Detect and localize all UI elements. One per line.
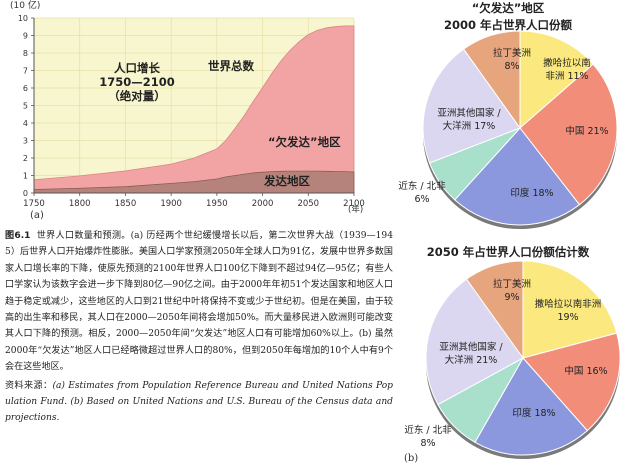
x-tick-label: 2050 (297, 199, 319, 209)
x-tick-label: 1850 (115, 199, 137, 209)
pie-slice (519, 30, 594, 130)
caption-source: 资料来源：(a) Estimates from Population Refer… (5, 378, 393, 427)
pie-slice-label: 近东 / 北非 (398, 180, 446, 192)
pie-slice-label: 印度 18% (512, 407, 555, 419)
pie-slice-label: 8% (420, 438, 435, 449)
y-tick-label: 4 (23, 119, 28, 128)
developed-label: 发达地区 (263, 174, 310, 188)
y-axis-label: (10 亿) (10, 0, 40, 11)
y-tick-label: 10 (18, 14, 28, 23)
less-developed-area (33, 25, 355, 194)
world-total-label: 世界总数 (208, 59, 254, 73)
pie-2050-title: 2050 年占世界人口份额估计数 (427, 245, 590, 259)
pie-2000 (422, 30, 618, 230)
y-tick-label: 8 (23, 49, 28, 58)
pie-slice-label: 拉丁美洲 (493, 47, 531, 59)
pie-2000-title: 2000 年占世界人口份额 (444, 18, 573, 32)
pie-slice-label: 撒哈拉以南 (543, 57, 591, 69)
pie-slice (474, 357, 589, 456)
pie-2000-subtitle: “欠发达”地区 (472, 1, 545, 15)
less-developed-label: “欠发达”地区 (268, 135, 341, 149)
pie-slice-label: 9% (504, 292, 519, 303)
y-tick-label: 7 (23, 67, 28, 76)
figure-number: 图6.1 (5, 231, 31, 241)
area-chart: 0 1 2 3 4 5 6 7 8 9 10 1750 1800 1850 1900 1950 2000 2050… (10, 0, 365, 221)
y-tick-label: 6 (23, 84, 28, 93)
panel-b-label: (b) (404, 453, 419, 464)
x-tick-label: 1950 (206, 199, 228, 209)
pie-slice-label: 非洲 11% (545, 70, 588, 82)
y-tick-label: 2 (23, 154, 28, 163)
pie-slice-label: 拉丁美洲 (493, 278, 531, 290)
caption-body: 世界人口数量和预测。(a) 历经两个世纪缓慢增长以后，第二次世界大战（1939—… (5, 231, 393, 373)
growth-range: 1750—2100 (99, 75, 175, 89)
y-tick-label: 3 (23, 137, 28, 146)
pie-slice-label: 撒哈拉以南非洲 (535, 298, 602, 310)
pie-slice (519, 63, 618, 206)
pie-slice (522, 260, 618, 359)
pie-slice (522, 332, 621, 432)
x-axis-label: (年) (348, 204, 363, 215)
pie-slice (454, 127, 581, 226)
figure-caption: 图6.1 世界人口数量和预测。(a) 历经两个世纪缓慢增长以后，第二次世界大战（1… (5, 228, 393, 427)
pie-2050-labels: 撒哈拉以南非洲 19% 中国 16% 印度 18% 近东 / 北非 8% 亚洲其他国家 /大… (404, 278, 607, 449)
pie-slice-label: 亚洲其他国家 / (437, 107, 501, 119)
pie-slice-label: 中国 21% (565, 125, 608, 137)
pie-2050 (425, 260, 621, 460)
pie-slice-label: 19% (557, 312, 578, 323)
pie-2000-labels: 撒哈拉以南非洲 11% 中国 21% 印度 18% 近东 / 北非 6% 亚洲其他国家 /… (398, 47, 608, 205)
pie-slice-label: 大洋洲 21% (445, 354, 498, 366)
axis-ticks: 0 1 2 3 4 5 6 7 8 9 10 1750 1800 1850 1900 1950 2000 2050… (18, 14, 365, 209)
growth-title: 人口增长 (114, 61, 160, 75)
pie-slice (462, 30, 521, 130)
x-tick-label: 2100 (343, 199, 365, 209)
x-tick-label: 1900 (160, 199, 182, 209)
growth-note: （绝对量） (108, 89, 166, 103)
pie-slice-label: 中国 16% (564, 365, 607, 377)
source-label: 资料来源： (5, 380, 53, 391)
y-tick-label: 1 (23, 172, 28, 181)
y-tick-label: 5 (23, 102, 28, 111)
x-tick-label: 2000 (252, 199, 274, 209)
y-tick-label: 9 (23, 32, 28, 41)
panel-a-label: (a) (30, 210, 44, 221)
x-tick-label: 1800 (69, 199, 91, 209)
developed-area (33, 170, 355, 194)
pie-slice (422, 48, 521, 164)
pie-slice (425, 278, 524, 406)
pie-slice-label: 6% (414, 194, 429, 205)
pie-slice-label: 8% (504, 61, 519, 72)
pie-slice-label: 亚洲其他国家 / (439, 341, 503, 353)
source-body: (a) Estimates from Population Reference … (5, 380, 393, 424)
pie-slice-label: 近东 / 北非 (404, 424, 452, 436)
x-tick-label: 1750 (23, 199, 45, 209)
pie-slice-label: 大洋洲 17% (443, 120, 496, 132)
y-tick-label: 0 (23, 189, 28, 198)
pie-slice-label: 印度 18% (510, 187, 553, 199)
pie-slice (465, 260, 524, 360)
